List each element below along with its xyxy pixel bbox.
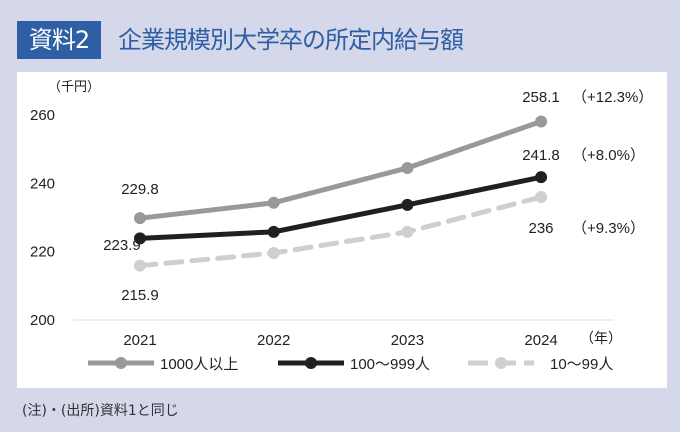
- x-tick-label: 2023: [391, 332, 424, 349]
- data-point: [134, 212, 146, 225]
- legend-label: 100～999人: [350, 356, 430, 373]
- x-tick-label: 2022: [257, 332, 290, 349]
- x-tick-label: 2024: [524, 332, 557, 349]
- data-label: 258.1: [522, 89, 560, 106]
- figure-number-badge: 資料2: [17, 21, 101, 59]
- data-point: [134, 232, 146, 245]
- y-tick-label: 220: [30, 244, 55, 261]
- data-label: 215.9: [121, 287, 159, 304]
- data-point: [535, 191, 548, 203]
- legend-marker: [305, 357, 317, 369]
- series-line: [137, 194, 544, 269]
- data-label: 229.8: [121, 181, 159, 198]
- data-label: 223.9: [103, 237, 141, 254]
- data-point: [134, 259, 146, 272]
- change-label: （+8.0%）: [572, 147, 645, 164]
- legend-label: 10～99人: [550, 356, 613, 373]
- x-axis-unit: （年）: [580, 330, 622, 346]
- data-point: [535, 115, 548, 128]
- y-axis-unit: （千円）: [48, 79, 100, 94]
- data-label: 241.8: [522, 147, 560, 164]
- legend-label: 1000人以上: [160, 356, 238, 373]
- data-point: [267, 196, 280, 209]
- change-label: （+9.3%）: [572, 220, 645, 237]
- data-point: [401, 161, 414, 174]
- chart-panel: [17, 72, 667, 388]
- data-point: [401, 198, 414, 211]
- legend-marker: [115, 357, 127, 369]
- page-title: 企業規模別大学卒の所定内給与額: [118, 26, 464, 54]
- data-point: [401, 225, 414, 238]
- change-label: （+12.3%）: [572, 89, 653, 106]
- data-point: [267, 247, 280, 260]
- y-tick-label: 260: [30, 107, 55, 124]
- data-point: [267, 225, 280, 238]
- data-label: 236: [528, 220, 553, 237]
- legend-marker: [495, 357, 507, 369]
- x-tick-label: 2021: [123, 332, 156, 349]
- series-line: [137, 118, 544, 221]
- data-point: [535, 171, 548, 184]
- y-tick-label: 200: [30, 312, 55, 329]
- y-tick-label: 240: [30, 175, 55, 192]
- series-line: [137, 174, 544, 241]
- source-note: (注)・(出所)資料1と同じ: [22, 403, 179, 419]
